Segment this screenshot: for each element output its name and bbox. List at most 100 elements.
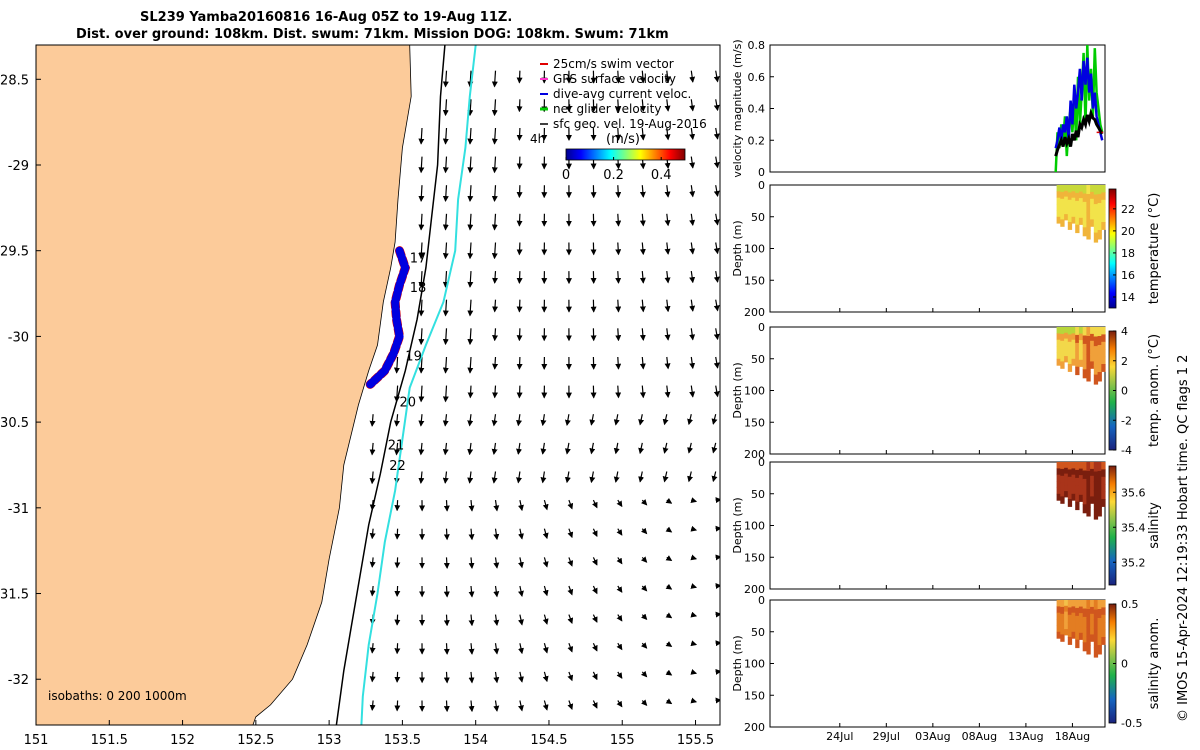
profile-cell: [1071, 625, 1076, 633]
profile-cell: [1060, 489, 1065, 497]
profile-cell: [1060, 468, 1065, 477]
velocity-arrow: [491, 185, 498, 202]
profile-cell: [1056, 185, 1061, 192]
profile-cell: [1078, 488, 1084, 496]
velocity-arrow: [713, 99, 720, 112]
velocity-arrow: [664, 99, 671, 112]
profile-cell: [1097, 203, 1102, 213]
track-day-label: 20: [400, 396, 417, 411]
track-day-label: 21: [388, 439, 405, 454]
velocity-arrow: [713, 242, 720, 255]
profile-cell: [1075, 639, 1080, 649]
velocity-arrow: [493, 643, 500, 655]
colorbar-tick-label: -0.5: [1121, 717, 1142, 730]
velocity-arrow: [638, 471, 645, 483]
profile-cell: [1056, 333, 1061, 341]
profile-cell: [1086, 618, 1091, 628]
profile-cell: [1071, 333, 1076, 341]
velocity-arrow: [491, 471, 498, 484]
profile-cell: [1090, 613, 1095, 622]
profile-cell: [1078, 327, 1084, 335]
profile-cell: [1093, 638, 1099, 649]
x-tick-label: 152: [170, 733, 195, 748]
velocity-arrow: [491, 127, 498, 145]
y-tick-label: 0: [758, 179, 765, 192]
profile-cell: [1093, 194, 1099, 205]
velocity-arrow: [418, 356, 425, 374]
velocity-arrow: [615, 385, 622, 399]
profile-cell: [1082, 616, 1087, 626]
profile-cell: [1064, 344, 1069, 351]
velocity-arrow: [491, 242, 498, 260]
profile-cell: [1097, 636, 1102, 646]
velocity-arrow: [662, 442, 669, 454]
profile-cell: [1101, 327, 1106, 335]
track-day-label: 17: [410, 252, 427, 267]
profile-axes: [769, 461, 1106, 590]
velocity-arrow: [418, 242, 425, 260]
profile-cell: [1060, 327, 1065, 335]
y-tick-label: 0.6: [748, 71, 766, 84]
velocity-arrow: [491, 156, 498, 174]
velocity-arrow: [442, 70, 449, 88]
profile-cell: [1067, 462, 1073, 470]
velocity-arrow: [418, 328, 425, 346]
profile-cell: [1075, 469, 1080, 479]
profile-cell: [1067, 491, 1073, 500]
y-tick-label: 100: [744, 243, 765, 256]
profile-cell: [1097, 363, 1102, 373]
profile-cell: [1082, 495, 1087, 505]
profile-cell: [1075, 631, 1080, 641]
velocity-arrow: [567, 614, 574, 625]
y-tick-label: -31.5: [0, 588, 29, 603]
velocity-arrow: [467, 385, 474, 399]
profile-cell: [1101, 614, 1106, 623]
profile-cell: [1071, 606, 1076, 614]
y-tick-label: -31: [8, 502, 29, 517]
profile-cell: [1093, 471, 1099, 482]
profile-cell: [1078, 340, 1084, 348]
colorbar-tick-label: 0: [1121, 658, 1128, 671]
profile-cell: [1078, 217, 1084, 225]
profile-cell: [1090, 327, 1095, 335]
velocity-arrow: [592, 614, 598, 623]
profile-cell: [1097, 480, 1102, 490]
profile-cell: [1071, 191, 1076, 199]
velocity-arrow: [442, 156, 449, 174]
profile-cell: [1056, 606, 1061, 614]
velocity-arrow: [615, 70, 622, 84]
profile-cell: [1082, 369, 1087, 379]
profile-cell: [1056, 619, 1061, 626]
velocity-arrow: [394, 700, 401, 712]
profile-cell: [1101, 341, 1106, 350]
velocity-arrow: [442, 471, 449, 484]
profile-cell: [1071, 358, 1076, 366]
profile-cell: [1082, 218, 1087, 228]
profile-cell: [1064, 623, 1069, 630]
profile-cell: [1101, 499, 1106, 507]
velocity-arrow: [493, 614, 500, 626]
profile-cell: [1071, 197, 1076, 205]
velocity-arrow: [664, 385, 671, 398]
velocity-arrow: [616, 585, 623, 593]
velocity-arrow: [491, 442, 498, 455]
velocity-arrow: [616, 499, 623, 508]
velocity-arrow: [615, 356, 622, 370]
velocity-arrow: [567, 700, 574, 710]
profile-cell: [1101, 622, 1106, 631]
velocity-arrow: [516, 471, 522, 484]
velocity-arrow: [542, 614, 549, 625]
velocity-arrow: [468, 700, 475, 713]
y-tick-label: 200: [744, 583, 765, 596]
velocity-arrow: [615, 328, 622, 342]
profile-cell: [1078, 468, 1084, 476]
profile-cell: [1093, 185, 1099, 195]
profile-cell: [1064, 332, 1069, 340]
velocity-arrow: [567, 528, 574, 539]
isobaths-label: isobaths: 0 200 1000m: [48, 689, 187, 703]
velocity-arrow: [467, 127, 474, 145]
profile-cell: [1093, 355, 1099, 366]
profile-cell: [1086, 345, 1091, 355]
velocity-arrow: [689, 328, 696, 341]
